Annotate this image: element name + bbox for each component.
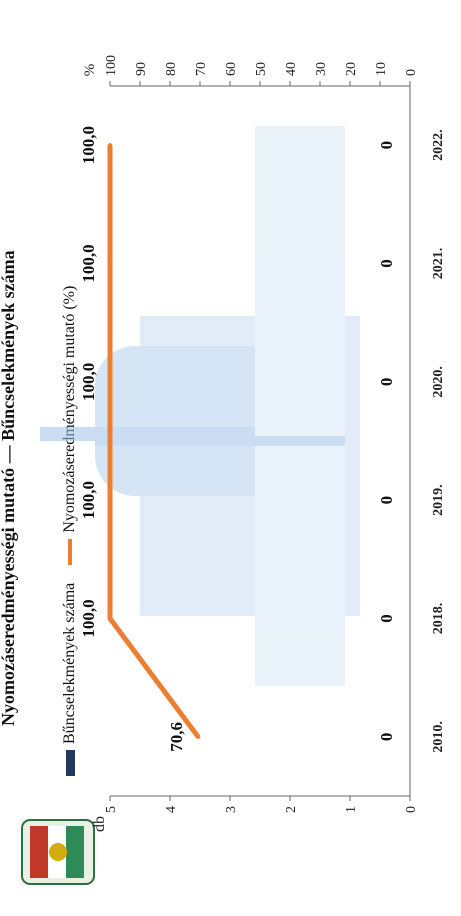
- y-left-axis-label: db: [91, 816, 108, 832]
- y-left-tick-label: 5: [104, 806, 119, 813]
- line-series-path: [107, 145, 201, 739]
- x-tick-label: 2020.: [431, 366, 446, 398]
- x-tick-label: 2021.: [431, 248, 446, 280]
- axes: 0 1 2 3 4 5 db 0 10 20 30 40 50 60 70 80 90 100% 2010. 2018…: [82, 55, 446, 832]
- y-left-tick-label: 2: [284, 806, 299, 813]
- line-data-label: 100,0: [79, 599, 98, 637]
- y-right-tick-label: 20: [344, 62, 359, 76]
- line-point: [108, 261, 112, 266]
- line-point: [108, 379, 112, 384]
- line-data-label: 70,6: [167, 722, 186, 752]
- y-right-tick-label: 70: [194, 62, 209, 76]
- y-right-tick-label: 50: [254, 62, 269, 76]
- bar-data-label: 0: [377, 259, 396, 268]
- line-point: [108, 143, 112, 148]
- line-data-label: 100,0: [79, 244, 98, 282]
- y-right-tick-label: 40: [284, 62, 299, 76]
- y-right-tick-label: 90: [134, 62, 149, 76]
- y-left-tick-label: 1: [344, 806, 359, 813]
- line-series: [107, 143, 201, 739]
- line-point: [108, 616, 112, 621]
- y-left-tick-label: 4: [164, 806, 179, 813]
- line-data-label: 100,0: [79, 363, 98, 401]
- police-badge-icon: [21, 819, 95, 885]
- bar-data-label: 0: [377, 614, 396, 623]
- y-right-tick-label: 100: [104, 55, 119, 76]
- bar-data-label: 0: [377, 496, 396, 505]
- y-right-tick-label: 60: [224, 62, 239, 76]
- y-right-tick-label: 10: [374, 62, 389, 76]
- x-tick-label: 2010.: [431, 721, 446, 753]
- data-labels: 70,6 100,0 100,0 100,0 100,0 100,0 0 0 0 0 0 0: [79, 126, 396, 752]
- bar-data-label: 0: [377, 733, 396, 742]
- x-tick-label: 2022.: [431, 129, 446, 161]
- bar-data-label: 0: [377, 141, 396, 150]
- x-tick-label: 2019.: [431, 484, 446, 515]
- bar-data-label: 0: [377, 378, 396, 387]
- y-left-tick-label: 0: [404, 806, 419, 813]
- line-data-label: 100,0: [79, 126, 98, 164]
- line-data-label: 100,0: [79, 481, 98, 519]
- line-point: [196, 734, 201, 739]
- y-right-tick-label: 0: [404, 69, 419, 76]
- y-right-tick-label: 30: [314, 62, 329, 76]
- y-left-tick-label: 3: [224, 806, 239, 813]
- y-right-tick-label: 80: [164, 62, 179, 76]
- watermark-building: [40, 126, 360, 686]
- line-point: [108, 498, 112, 503]
- x-tick-label: 2018.: [431, 603, 446, 635]
- y-right-axis-label: %: [82, 64, 98, 77]
